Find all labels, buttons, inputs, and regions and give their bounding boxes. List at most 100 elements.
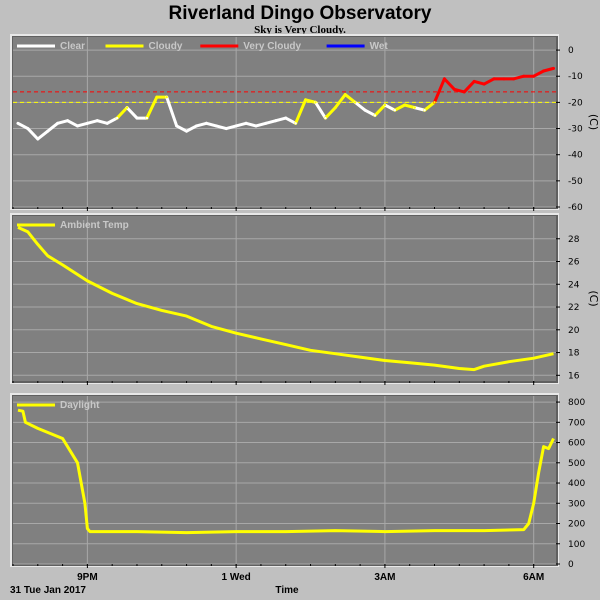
sky-temp-segment: [323, 106, 337, 120]
sky-temp-point: [135, 116, 139, 120]
y-tick-label: 0: [568, 46, 574, 56]
sky-temp-point: [304, 98, 307, 101]
sky-temp-segment: [304, 98, 317, 104]
page-title: Riverland Dingo Observatory: [169, 3, 432, 24]
sky-temp-segment: [433, 77, 446, 104]
legend-label: Clear: [60, 41, 85, 52]
y-tick-label: 600: [568, 439, 585, 449]
sky-temp-point: [344, 93, 347, 96]
y-tick-label: -10: [568, 72, 583, 82]
y-tick-label: 400: [568, 479, 585, 489]
plot-area: [13, 216, 556, 381]
sky-temp-point: [86, 122, 89, 125]
sky-temp-segment: [75, 121, 89, 128]
sky-temp-point: [383, 103, 387, 107]
sky-temp-point: [314, 101, 317, 104]
sky-temp-point: [284, 116, 287, 120]
sky-temp-point: [115, 116, 119, 120]
sky-temp-segment: [462, 79, 476, 94]
y-tick-label: 700: [568, 418, 585, 428]
legend-label: Cloudy: [149, 41, 183, 52]
sky-temp-point: [353, 101, 357, 104]
legend-label: Wet: [370, 41, 389, 52]
sky-temp-point: [334, 106, 337, 109]
sky-temp-segment: [274, 116, 288, 123]
sky-temp-point: [324, 116, 327, 120]
y-tick-label: 300: [568, 499, 585, 509]
sky-temp-point: [175, 124, 178, 128]
y-tick-label: -60: [568, 203, 583, 213]
sky-temp-segment: [234, 121, 248, 128]
sky-temp-segment: [194, 121, 208, 128]
sky-temp-segment: [204, 121, 218, 128]
sky-temp-point: [522, 75, 525, 78]
sky-temp-point: [46, 129, 49, 133]
sky-temp-segment: [353, 100, 367, 112]
y-tick-label: -30: [568, 125, 583, 135]
sky-temp-segment: [165, 95, 179, 128]
y-tick-label: 24: [568, 280, 580, 290]
sky-temp-point: [254, 124, 258, 128]
sky-temp-point: [215, 124, 218, 128]
sky-temp-segment: [393, 103, 407, 112]
sky-temp-point: [264, 122, 268, 125]
sky-temp-point: [512, 77, 516, 81]
y-tick-label: 22: [568, 303, 579, 313]
x-tick-label: 1 Wed: [222, 572, 251, 583]
sky-temp-point: [195, 124, 198, 128]
y-tick-label: 100: [568, 540, 585, 550]
sky-temp-point: [502, 77, 506, 81]
sky-temp-point: [76, 124, 79, 128]
sky-temp-point: [463, 90, 466, 94]
ambient-temperature-line: [17, 226, 554, 372]
y-tick-label: 20: [568, 326, 580, 336]
y-tick-label: 28: [568, 235, 580, 245]
y-tick-label: 200: [568, 520, 585, 530]
sky-temp-segment: [105, 116, 119, 125]
sky-temp-point: [472, 80, 476, 83]
daylight-panel: 0 100 200 300 400 500 600 700 800 Daylight 9PM 1 We…: [10, 393, 585, 583]
sky-temp-segment: [383, 103, 397, 112]
date-label: 31 Tue Jan 2017: [10, 585, 86, 596]
sky-temp-segment: [403, 103, 417, 110]
sky-temp-segment: [264, 119, 278, 125]
x-axis-label: Time: [275, 585, 299, 596]
y-tick-label: -50: [568, 177, 583, 187]
sky-temp-point: [403, 103, 406, 107]
sky-temp-point: [96, 119, 99, 122]
y-tick-label: 800: [568, 398, 585, 408]
sky-temp-segment: [224, 124, 238, 131]
x-tick-label: 3AM: [374, 572, 395, 583]
sky-temp-point: [443, 77, 446, 81]
sky-temp-point: [294, 122, 297, 125]
sky-temp-segment: [363, 108, 377, 117]
sky-temp-segment: [66, 119, 79, 128]
sky-temp-point: [373, 114, 377, 117]
sky-temp-segment: [46, 121, 60, 133]
sky-temp-segment: [512, 74, 526, 81]
sky-temp-segment: [442, 77, 456, 91]
y-tick-label: 26: [568, 258, 580, 268]
sky-temp-segment: [413, 106, 427, 112]
sky-temp-point: [155, 95, 159, 99]
sky-temp-point: [363, 109, 367, 112]
sky-temp-segment: [85, 119, 99, 125]
sky-temp-point: [66, 119, 69, 122]
sky-temp-point: [185, 129, 188, 133]
sky-temp-segment: [423, 100, 437, 112]
sky-temp-segment: [254, 121, 268, 128]
sky-temp-point: [106, 122, 109, 125]
sky-temp-point: [244, 122, 248, 125]
sky-temp-segment: [26, 127, 40, 141]
sky-temp-point: [393, 109, 397, 112]
sky-temp-segment: [214, 124, 228, 131]
x-tick-label: 6AM: [523, 572, 544, 583]
sky-temp-segment: [294, 98, 308, 125]
y-tick-label: 500: [568, 459, 585, 469]
sky-temp-point: [145, 116, 149, 120]
sky-temp-segment: [313, 100, 327, 120]
sky-temp-point: [225, 127, 228, 130]
sky-temp-point: [552, 67, 555, 70]
sky-temp-point: [125, 106, 129, 109]
sky-temp-segment: [542, 66, 556, 73]
